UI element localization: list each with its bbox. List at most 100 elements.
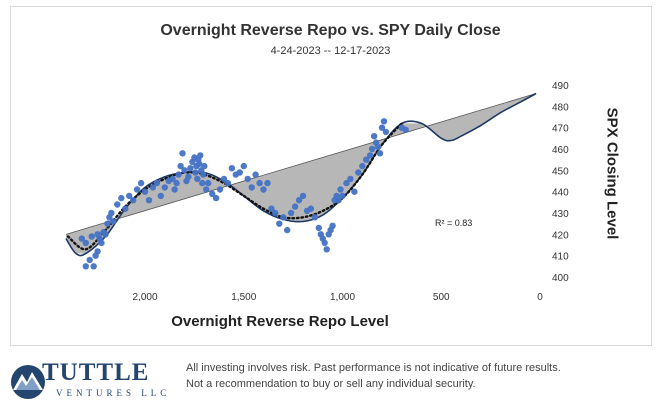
data-point <box>224 179 232 187</box>
data-point <box>161 184 168 191</box>
data-point <box>355 169 362 176</box>
data-point <box>78 235 86 242</box>
data-point <box>335 197 342 204</box>
data-point <box>311 214 319 221</box>
data-point <box>248 184 255 191</box>
data-point <box>347 175 354 183</box>
data-point <box>323 246 330 253</box>
data-point <box>351 188 358 195</box>
data-point <box>205 179 212 187</box>
data-point <box>192 169 199 176</box>
x-tick-label: 0 <box>537 292 543 303</box>
data-point <box>363 156 370 163</box>
data-point <box>256 179 263 187</box>
data-point <box>295 197 303 204</box>
data-point <box>284 226 291 234</box>
data-point <box>366 152 374 159</box>
y-tick-label: 480 <box>552 102 569 113</box>
y-tick-label: 430 <box>552 209 569 220</box>
data-point <box>199 179 206 187</box>
data-point <box>374 143 382 151</box>
data-point <box>118 194 125 202</box>
data-point <box>376 150 384 157</box>
data-point <box>291 203 299 210</box>
data-point <box>102 231 109 238</box>
data-point <box>137 179 145 187</box>
y-tick-label: 400 <box>552 273 569 284</box>
data-point <box>114 201 121 208</box>
data-point <box>228 165 236 172</box>
r-squared-annotation: R² = 0.83 <box>435 218 472 228</box>
logo-subtitle: VENTURES LLC <box>56 388 171 398</box>
data-point <box>157 192 164 200</box>
data-point <box>201 162 208 170</box>
data-point <box>153 179 160 187</box>
data-point <box>94 248 101 255</box>
data-point <box>122 205 129 212</box>
data-point <box>185 173 192 180</box>
data-point <box>264 179 271 187</box>
data-point <box>209 190 216 197</box>
data-point <box>315 224 322 232</box>
data-point <box>244 175 251 183</box>
y-tick-label: 420 <box>552 230 569 241</box>
data-point <box>343 179 350 187</box>
x-axis-title: Overnight Reverse Repo Level <box>171 313 389 330</box>
data-point <box>141 188 149 195</box>
data-point <box>173 179 180 187</box>
data-point <box>181 167 188 174</box>
data-point <box>337 186 344 193</box>
disclaimer-line-1: All investing involves risk. Past perfor… <box>186 362 561 374</box>
data-point <box>171 186 178 193</box>
tick-layer: 2,000 1,500 1,000 500 0 400 410 420 430 440 450 460… <box>132 81 569 303</box>
y-tick-label: 440 <box>552 188 569 199</box>
data-point <box>110 218 117 225</box>
data-point <box>130 197 137 204</box>
data-point <box>194 175 201 183</box>
data-point <box>272 209 279 217</box>
data-point <box>86 256 93 264</box>
data-point <box>200 171 207 178</box>
data-point <box>82 263 90 270</box>
chart-subtitle: 4-24-2023 -- 12-17-2023 <box>270 45 391 57</box>
logo-name: TUTTLE <box>42 359 150 386</box>
data-point <box>307 205 315 212</box>
x-tick-label: 1,000 <box>330 292 355 303</box>
data-point <box>203 186 210 193</box>
data-point <box>177 162 184 170</box>
shaded-area <box>66 93 536 254</box>
data-point <box>260 186 267 193</box>
data-point <box>378 124 386 131</box>
data-point <box>88 233 95 240</box>
data-point <box>175 171 182 178</box>
data-point <box>216 186 224 193</box>
disclaimer-line-2: Not a recommendation to buy or sell any … <box>186 378 476 390</box>
data-point <box>382 128 390 136</box>
data-point <box>329 222 336 229</box>
data-point <box>82 239 90 247</box>
data-point <box>276 220 283 227</box>
data-point <box>98 239 105 247</box>
y-axis-title: SPX Closing Level <box>603 107 621 240</box>
data-point <box>287 209 295 217</box>
data-point <box>321 239 328 247</box>
y-tick-label: 460 <box>552 145 569 156</box>
data-point <box>104 220 111 227</box>
data-point <box>359 162 366 170</box>
chart-title: Overnight Reverse Repo vs. SPY Daily Clo… <box>160 22 501 39</box>
data-point <box>108 209 115 217</box>
y-tick-label: 450 <box>552 166 569 177</box>
data-point <box>236 169 243 176</box>
data-point <box>268 205 275 212</box>
data-point <box>179 150 186 157</box>
disclaimer: All investing involves risk. Past perfor… <box>186 360 656 392</box>
data-point <box>402 126 409 133</box>
data-point <box>187 165 194 172</box>
data-point <box>280 214 287 221</box>
data-point <box>212 194 220 202</box>
data-point <box>145 197 153 204</box>
data-point <box>133 186 141 193</box>
data-point <box>220 175 228 183</box>
mountain-emblem-icon <box>11 365 45 399</box>
